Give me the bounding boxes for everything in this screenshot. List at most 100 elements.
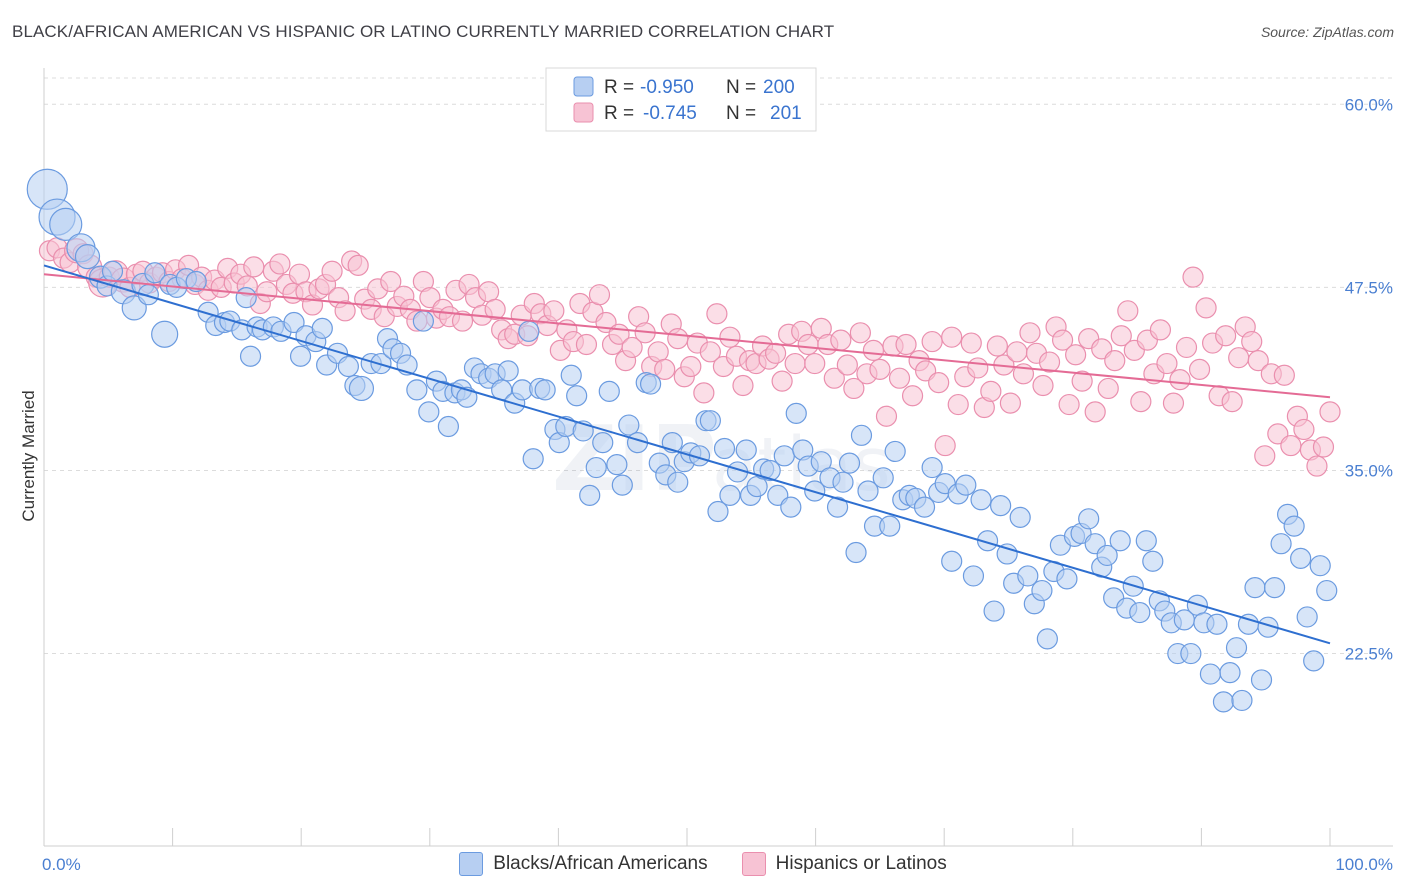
black-point <box>592 432 614 454</box>
y-axis-label: Currently Married <box>19 390 38 521</box>
black-point <box>1009 506 1031 528</box>
black-point <box>1270 533 1292 555</box>
legend-item-blacks[interactable]: Blacks/African Americans <box>459 852 708 876</box>
black-point <box>955 474 977 496</box>
black-point <box>283 311 305 334</box>
hispanic-point <box>1182 266 1204 288</box>
black-point <box>1056 568 1078 590</box>
hispanic-point <box>654 358 676 381</box>
hispanic-point <box>764 342 787 364</box>
hispanic-point <box>1019 322 1041 344</box>
black-point <box>522 448 544 470</box>
hispanic-point <box>1149 319 1172 341</box>
hispanic-point <box>869 358 891 381</box>
hispanic-point <box>967 357 989 379</box>
black-point <box>348 375 375 402</box>
black-point <box>983 600 1005 622</box>
hispanic-point <box>1312 436 1335 458</box>
hispanic-point <box>1071 370 1093 392</box>
black-point <box>735 439 757 461</box>
hispanic-point <box>1006 341 1028 363</box>
hispanic-point <box>1247 350 1269 372</box>
hispanic-point <box>986 335 1008 357</box>
black-point <box>1036 628 1058 650</box>
hispanic-point <box>1188 358 1211 381</box>
black-point <box>1244 577 1266 599</box>
black-point <box>970 489 992 511</box>
hispanic-point <box>575 333 598 356</box>
black-point <box>534 379 556 401</box>
hispanic-point <box>719 326 741 348</box>
hispanic-point <box>1097 377 1119 400</box>
hispanic-point <box>862 339 885 361</box>
x-tick-labels: 0.0% 100.0% <box>42 855 1393 874</box>
hispanic-point <box>947 393 969 416</box>
black-point <box>1031 579 1053 602</box>
hispanic-point <box>621 336 643 359</box>
hispanic-point <box>836 354 858 376</box>
blue-swatch <box>459 852 484 876</box>
black-point <box>699 410 721 432</box>
black-point <box>719 484 741 506</box>
hispanic-point <box>1117 300 1139 322</box>
pink-swatch <box>741 852 766 876</box>
hispanic-point <box>693 382 715 404</box>
black-point <box>1250 669 1273 691</box>
hispanic-point <box>1221 391 1243 413</box>
y-tick-label: 47.5% <box>1345 278 1393 297</box>
hispanic-point <box>321 260 343 282</box>
hispanic-point <box>888 367 911 389</box>
hispanic-point <box>797 333 819 356</box>
legend-blue-n-label: N = <box>726 77 756 98</box>
hispanic-point <box>699 341 721 363</box>
black-point <box>810 451 832 473</box>
black-point <box>884 440 906 463</box>
hispanic-point <box>921 330 943 353</box>
black-point <box>872 467 894 489</box>
hispanic-point <box>1319 401 1341 423</box>
hispanic-point <box>980 380 1002 402</box>
hispanic-point <box>1254 445 1276 467</box>
legend-blue-r-label: R = <box>604 77 634 98</box>
hispanic-point <box>928 371 950 394</box>
black-point <box>418 401 440 423</box>
legend-blacks-label: Blacks/African Americans <box>493 853 708 874</box>
black-point <box>857 480 879 502</box>
black-point <box>1129 601 1151 624</box>
hispanic-point <box>849 322 871 344</box>
hispanic-point <box>347 254 369 277</box>
black-point <box>1225 637 1248 659</box>
black-point <box>151 320 179 348</box>
legend-box: R = -0.950 N = 200 R = -0.745 N = 201 <box>545 67 817 132</box>
legend-blue-n-value: 200 <box>763 77 795 98</box>
legend-pink-r-label: R = <box>604 103 634 124</box>
black-point <box>941 550 963 572</box>
black-point <box>579 484 601 506</box>
black-point <box>185 270 207 293</box>
hispanic-point <box>484 298 506 320</box>
hispanic-point <box>380 270 402 293</box>
y-tick-label: 22.5% <box>1345 645 1393 664</box>
black-point <box>560 364 582 386</box>
hispanic-point <box>823 367 845 389</box>
black-point <box>850 424 873 446</box>
hispanic-point <box>1175 336 1198 359</box>
black-point <box>1303 650 1325 672</box>
hispanic-point <box>771 370 793 392</box>
hispanic-point <box>1051 329 1074 351</box>
black-point <box>1180 642 1202 665</box>
black-point <box>311 317 333 339</box>
hispanic-point <box>934 434 956 457</box>
hispanic-point <box>1169 369 1191 391</box>
legend-item-hispanics[interactable]: Hispanics or Latinos <box>741 852 947 876</box>
black-point <box>667 471 689 493</box>
hispanic-point <box>256 281 278 303</box>
black-point <box>707 500 729 523</box>
hispanic-point <box>680 355 702 378</box>
hispanic-point <box>1084 401 1106 423</box>
black-point <box>921 456 943 479</box>
hispanic-point <box>1162 392 1185 414</box>
black-point <box>337 355 359 378</box>
black-point <box>456 386 478 408</box>
